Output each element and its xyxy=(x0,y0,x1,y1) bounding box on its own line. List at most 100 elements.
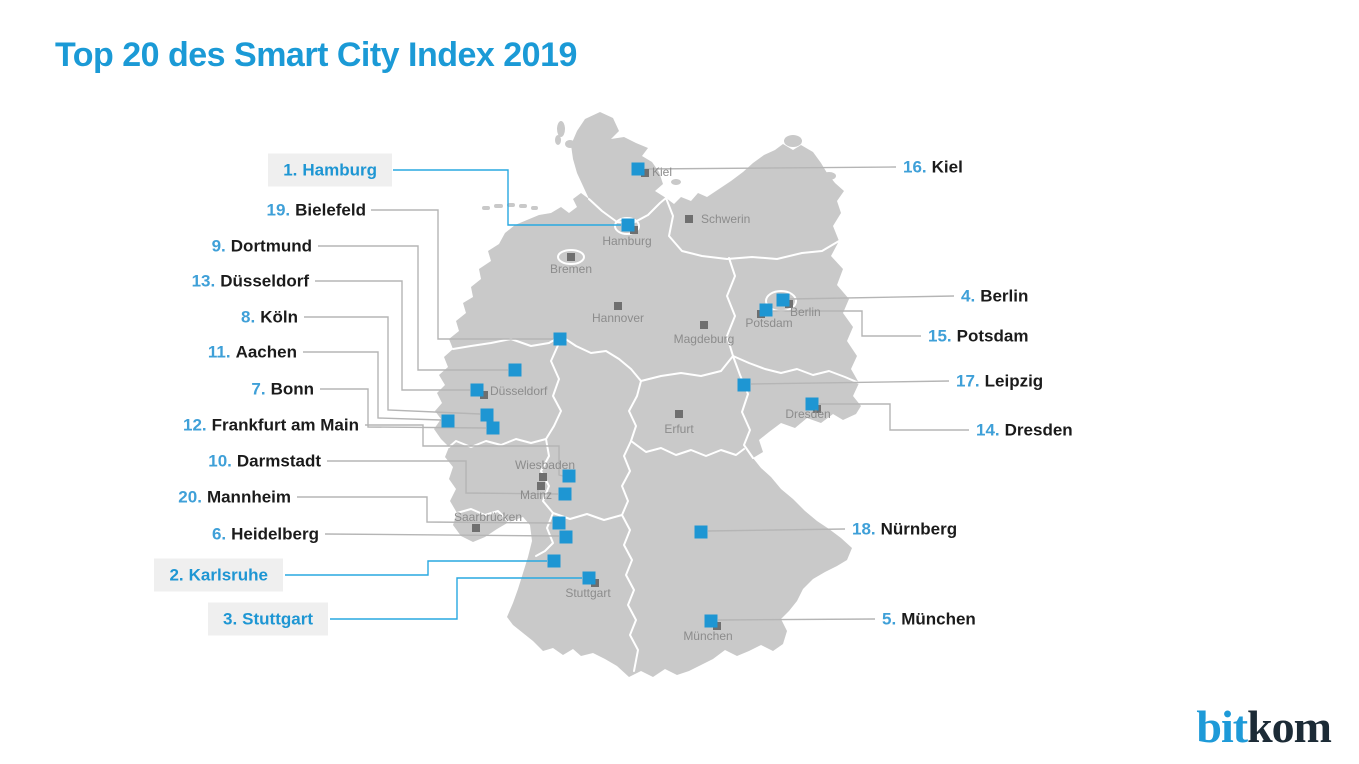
capital-marker-hannover xyxy=(614,302,622,310)
rank-label-bonn: 7. Bonn xyxy=(251,381,314,398)
map-label-saarbr-cken: Saarbrücken xyxy=(454,510,522,524)
city-marker-heidelberg xyxy=(559,530,573,544)
connector-frankfurt-am-main xyxy=(365,424,564,477)
rank-number: 20. xyxy=(178,487,202,507)
city-marker-karlsruhe xyxy=(547,554,561,568)
city-name: Frankfurt am Main xyxy=(211,415,359,435)
connector-hamburg xyxy=(393,169,621,226)
connector-heidelberg xyxy=(324,533,560,537)
city-name: Stuttgart xyxy=(242,609,313,629)
rank-number: 18. xyxy=(852,519,876,539)
rank-number: 6. xyxy=(211,524,227,544)
city-marker-darmstadt xyxy=(558,487,572,501)
connector-berlin xyxy=(789,295,955,300)
connector-darmstadt xyxy=(327,460,559,495)
city-name: Dortmund xyxy=(230,236,312,256)
capital-marker-kiel xyxy=(641,169,649,177)
map-label-potsdam: Potsdam xyxy=(745,316,792,330)
capital-marker-erfurt xyxy=(675,410,683,418)
city-marker-n-rnberg xyxy=(694,525,708,539)
connector-d-sseldorf xyxy=(315,280,470,391)
rank-number: 12. xyxy=(183,415,207,435)
rank-label-m-nchen: 5. München xyxy=(882,611,976,628)
city-name: Bielefeld xyxy=(295,200,366,220)
capital-marker-schwerin xyxy=(685,215,693,223)
rank-label-leipzig: 17. Leipzig xyxy=(956,373,1043,390)
rank-number: 17. xyxy=(956,371,980,391)
connector-lines xyxy=(285,166,969,621)
rank-label-kiel: 16. Kiel xyxy=(903,159,963,176)
map-label-mainz: Mainz xyxy=(520,488,552,502)
rank-number: 19. xyxy=(266,200,291,220)
map-label-m-nchen: München xyxy=(683,629,732,643)
rank-label-k-ln: 8. Köln xyxy=(241,309,298,326)
rank-number: 5. xyxy=(882,609,897,629)
capital-marker-bremen xyxy=(567,253,575,261)
city-name: Heidelberg xyxy=(231,524,319,544)
capital-marker-wiesbaden xyxy=(539,473,547,481)
map-label-hamburg: Hamburg xyxy=(602,234,651,248)
city-name: Aachen xyxy=(235,342,297,362)
city-marker-m-nchen xyxy=(704,614,718,628)
map-label-dresden: Dresden xyxy=(785,407,830,421)
map-label-erfurt: Erfurt xyxy=(664,422,694,436)
city-marker-dresden xyxy=(805,397,819,411)
city-name: Kiel xyxy=(931,157,963,177)
rank-number: 2. xyxy=(169,565,184,585)
city-name: Berlin xyxy=(980,286,1029,306)
city-name: Darmstadt xyxy=(236,451,321,471)
city-marker-bielefeld xyxy=(553,332,567,346)
connector-karlsruhe xyxy=(285,560,547,576)
rank-number: 7. xyxy=(251,379,266,399)
city-name: Hamburg xyxy=(302,160,377,180)
connector-bonn xyxy=(320,388,487,429)
rank-number: 10. xyxy=(208,451,232,471)
rank-label-hamburg: 1. Hamburg xyxy=(268,153,392,187)
city-name: München xyxy=(901,609,976,629)
map-label-magdeburg: Magdeburg xyxy=(674,332,735,346)
city-name: Nürnberg xyxy=(880,519,958,539)
city-marker-dortmund xyxy=(508,363,522,377)
city-marker-leipzig xyxy=(737,378,751,392)
rank-label-darmstadt: 10. Darmstadt xyxy=(208,453,321,470)
page-title: Top 20 des Smart City Index 2019 xyxy=(55,36,577,74)
connector-mannheim xyxy=(297,496,553,524)
map-label-hannover: Hannover xyxy=(592,311,644,325)
capital-marker-d-sseldorf xyxy=(480,391,488,399)
city-marker-mannheim xyxy=(552,516,566,530)
capital-marker-mainz xyxy=(537,482,545,490)
connector-bielefeld xyxy=(371,209,553,340)
map-label-kiel: Kiel xyxy=(652,165,672,179)
rank-label-frankfurt-am-main: 12. Frankfurt am Main xyxy=(183,417,359,434)
map-label-d-sseldorf: Düsseldorf xyxy=(490,384,548,398)
rank-label-heidelberg: 6. Heidelberg xyxy=(212,526,319,543)
rank-number: 8. xyxy=(241,307,256,327)
city-name: Karlsruhe xyxy=(188,565,268,585)
connector-potsdam xyxy=(773,310,921,337)
rank-number: 11. xyxy=(207,342,231,362)
rank-number: 1. xyxy=(283,160,298,180)
rank-label-potsdam: 15. Potsdam xyxy=(928,328,1028,345)
city-name: Düsseldorf xyxy=(220,271,309,291)
city-marker-k-ln xyxy=(480,408,494,422)
city-name: Köln xyxy=(260,307,298,327)
rank-number: 3. xyxy=(222,609,238,629)
rank-label-mannheim: 20. Mannheim xyxy=(178,489,291,506)
capital-marker-magdeburg xyxy=(700,321,708,329)
city-marker-potsdam xyxy=(759,303,773,317)
connector-kiel xyxy=(644,166,897,170)
rank-number: 4. xyxy=(961,286,976,306)
map-label-wiesbaden: Wiesbaden xyxy=(515,458,575,472)
city-marker-stuttgart xyxy=(582,571,596,585)
connector-dresden xyxy=(819,403,969,431)
city-name: Potsdam xyxy=(956,326,1029,346)
city-name: Dresden xyxy=(1004,420,1073,440)
rank-label-dresden: 14. Dresden xyxy=(976,422,1073,439)
connector-stuttgart xyxy=(330,577,582,620)
rank-label-dortmund: 9. Dortmund xyxy=(212,238,312,255)
map-label-berlin: Berlin xyxy=(790,305,821,319)
city-marker-frankfurt-am-main xyxy=(562,469,576,483)
map-label-bremen: Bremen xyxy=(550,262,592,276)
